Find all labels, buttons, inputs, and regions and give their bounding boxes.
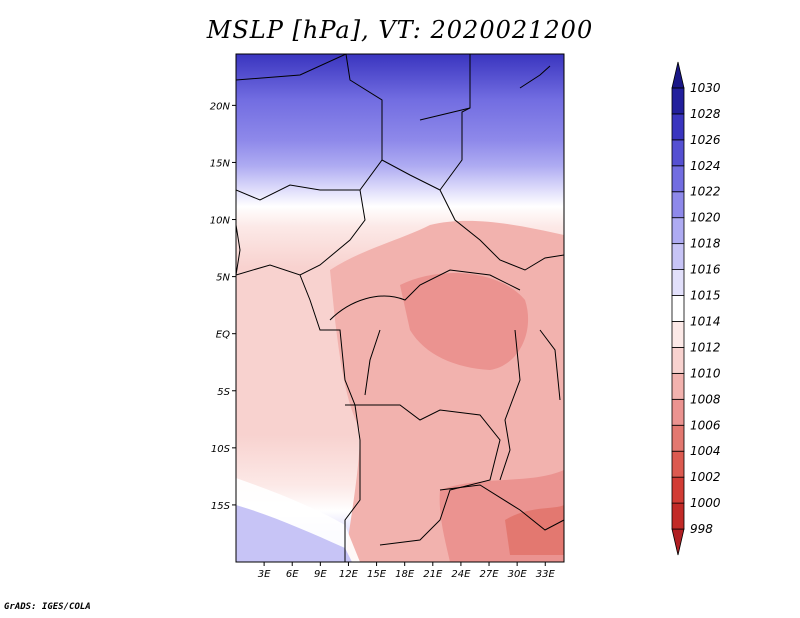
- x-tick-label: 27E: [480, 569, 500, 580]
- x-tick-label: 30E: [508, 569, 528, 580]
- southern-high-core: [236, 505, 352, 562]
- colorbar-segment: [671, 165, 685, 193]
- x-tick-label: 9E: [314, 569, 327, 580]
- x-tick-label: 18E: [395, 569, 415, 580]
- lower-pressure-core: [400, 273, 529, 370]
- colorbar-label: 1014: [690, 314, 721, 328]
- colorbar-segment: [671, 87, 685, 115]
- colorbar-label: 1010: [690, 366, 721, 380]
- colorbar-label: 998: [690, 522, 713, 536]
- colorbar-segment: [671, 217, 685, 245]
- colorbar-segment: [671, 398, 685, 426]
- y-tick-label: 15S: [211, 501, 231, 512]
- x-tick-label: 3E: [258, 569, 271, 580]
- colorbar-label: 1015: [690, 289, 721, 303]
- x-tick-label: 12E: [339, 569, 359, 580]
- map-borders: [236, 54, 564, 562]
- colorbar-segment: [671, 243, 685, 270]
- x-tick-label: 21E: [423, 569, 443, 580]
- colorbar-cap-low: [671, 528, 685, 556]
- colorbar-segment: [671, 424, 685, 452]
- colorbar-segment: [671, 191, 685, 219]
- colorbar-label: 1018: [690, 237, 721, 251]
- colorbar-label: 1006: [690, 418, 721, 432]
- colorbar-label: 1002: [690, 470, 721, 484]
- colorbar-segment: [671, 269, 685, 296]
- east-lowest-pressure: [505, 505, 564, 555]
- x-axis: 3E 6E 9E 12E 15E 18E 21E 24E 27E 30E 33E: [258, 562, 556, 580]
- chart-title: MSLP [hPa], VT: 2020021200: [206, 16, 594, 44]
- colorbar-label: 1026: [690, 133, 721, 147]
- colorbar-label: 1024: [690, 159, 721, 173]
- y-tick-label: 10N: [210, 216, 231, 227]
- y-tick-label: 15N: [210, 158, 231, 169]
- y-tick-label: EQ: [216, 330, 230, 341]
- colorbar-label: 1012: [690, 340, 721, 354]
- colorbar-segment: [671, 139, 685, 167]
- colorbar-label: 1016: [690, 263, 721, 277]
- colorbar-segment: [671, 502, 685, 530]
- footer-credit: GrADS: IGES/COLA: [4, 602, 91, 612]
- y-tick-label: 10S: [211, 444, 231, 455]
- colorbar-segment: [671, 347, 685, 374]
- colorbar-label: 1000: [690, 496, 721, 510]
- y-axis: 20N 15N 10N 5N EQ 5S 10S 15S: [210, 101, 236, 512]
- map-plot: [236, 54, 564, 562]
- colorbar-label: 1004: [690, 444, 721, 458]
- colorbar-segment: [671, 476, 685, 504]
- colorbar-segment: [671, 372, 685, 400]
- colorbar-segment: [671, 450, 685, 478]
- colorbar-label: 1028: [690, 107, 721, 121]
- colorbar-segment: [671, 321, 685, 348]
- colorbar-label: 1030: [690, 81, 721, 95]
- x-tick-label: 15E: [367, 569, 387, 580]
- y-tick-label: 5S: [217, 387, 230, 398]
- x-tick-label: 24E: [451, 569, 471, 580]
- colorbar-label: 1020: [690, 211, 721, 225]
- x-tick-label: 33E: [536, 569, 556, 580]
- colorbar-label: 1022: [690, 185, 721, 199]
- map-frame: [235, 53, 565, 563]
- colorbar-label: 1008: [690, 392, 721, 406]
- y-tick-label: 5N: [216, 273, 230, 284]
- colorbar: 998 1000 1002 1004 1006 1008 1010 1012 1014 1015 1…: [671, 61, 721, 556]
- colorbar-cap-high: [671, 61, 685, 89]
- x-tick-label: 6E: [286, 569, 299, 580]
- y-tick-label: 20N: [210, 101, 231, 112]
- colorbar-segment: [671, 295, 685, 322]
- colorbar-segment: [671, 113, 685, 141]
